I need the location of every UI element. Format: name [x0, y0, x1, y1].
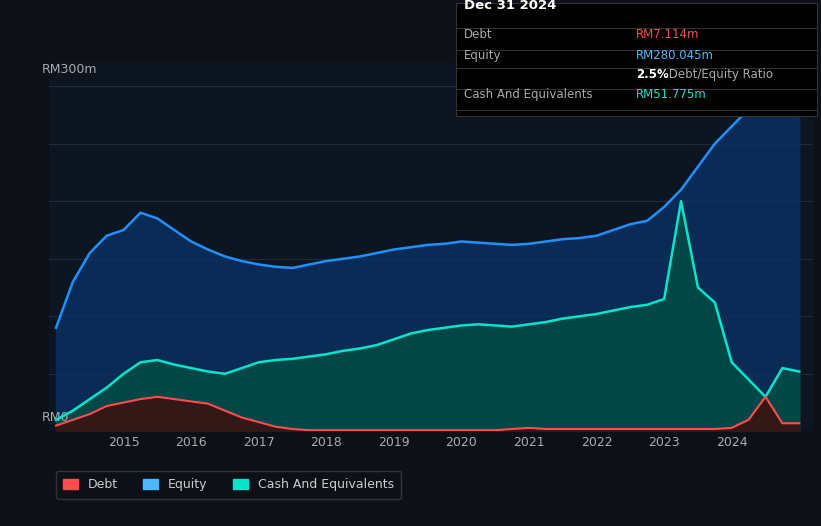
Legend: Debt, Equity, Cash And Equivalents: Debt, Equity, Cash And Equivalents: [56, 471, 401, 499]
Text: Dec 31 2024: Dec 31 2024: [464, 0, 557, 13]
Text: Cash And Equivalents: Cash And Equivalents: [464, 88, 593, 102]
Text: RM0: RM0: [42, 411, 69, 424]
Text: RM7.114m: RM7.114m: [636, 28, 699, 42]
Text: 2.5%: 2.5%: [636, 68, 669, 81]
Text: RM280.045m: RM280.045m: [636, 49, 714, 62]
Text: RM300m: RM300m: [42, 63, 97, 76]
Text: Debt: Debt: [464, 28, 493, 42]
Text: Equity: Equity: [464, 49, 502, 62]
Text: Debt/Equity Ratio: Debt/Equity Ratio: [665, 68, 773, 81]
Text: RM51.775m: RM51.775m: [636, 88, 707, 102]
